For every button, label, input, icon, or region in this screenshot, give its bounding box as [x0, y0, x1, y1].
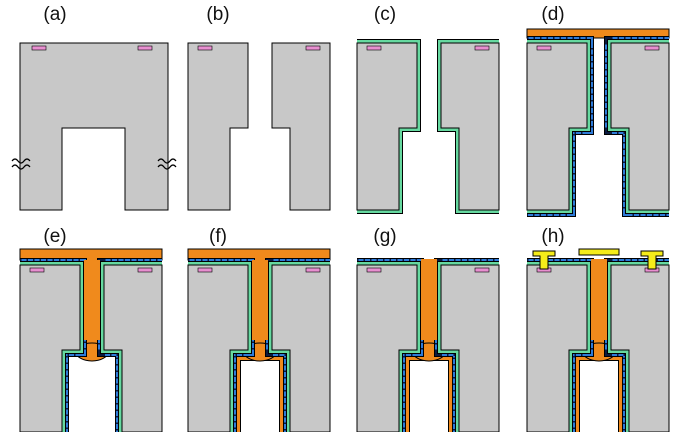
- layer-shape: [357, 43, 499, 210]
- panel-label: (f): [209, 226, 227, 247]
- panel-c: [357, 43, 499, 210]
- panel-label: (g): [373, 226, 396, 247]
- panel-label: (d): [541, 4, 564, 25]
- path-shape: [20, 43, 168, 210]
- process-diagram: (a) (b) (c) (d) (e) (f) (g) (h): [0, 0, 674, 432]
- panel-label: (c): [374, 4, 396, 25]
- rect-shape: [252, 260, 268, 340]
- panel-b: [188, 43, 330, 210]
- panel-a: [12, 43, 176, 210]
- panel-label: (h): [541, 226, 564, 247]
- panel-h: [527, 249, 669, 432]
- rect-shape: [138, 46, 152, 50]
- layer-shape: [527, 43, 669, 210]
- layer-shape: [188, 43, 330, 210]
- rect-shape: [579, 249, 619, 255]
- panel-g: [357, 259, 499, 432]
- rect-shape: [591, 259, 607, 340]
- rect-shape: [84, 260, 100, 340]
- rect-shape: [421, 259, 437, 340]
- panel-label: (b): [206, 4, 229, 25]
- rect-shape: [32, 46, 46, 50]
- panel-label: (e): [43, 226, 66, 247]
- panel-e: [20, 249, 162, 432]
- panel-label: (a): [43, 4, 66, 25]
- panel-f: [188, 249, 330, 432]
- panel-d: [527, 29, 669, 210]
